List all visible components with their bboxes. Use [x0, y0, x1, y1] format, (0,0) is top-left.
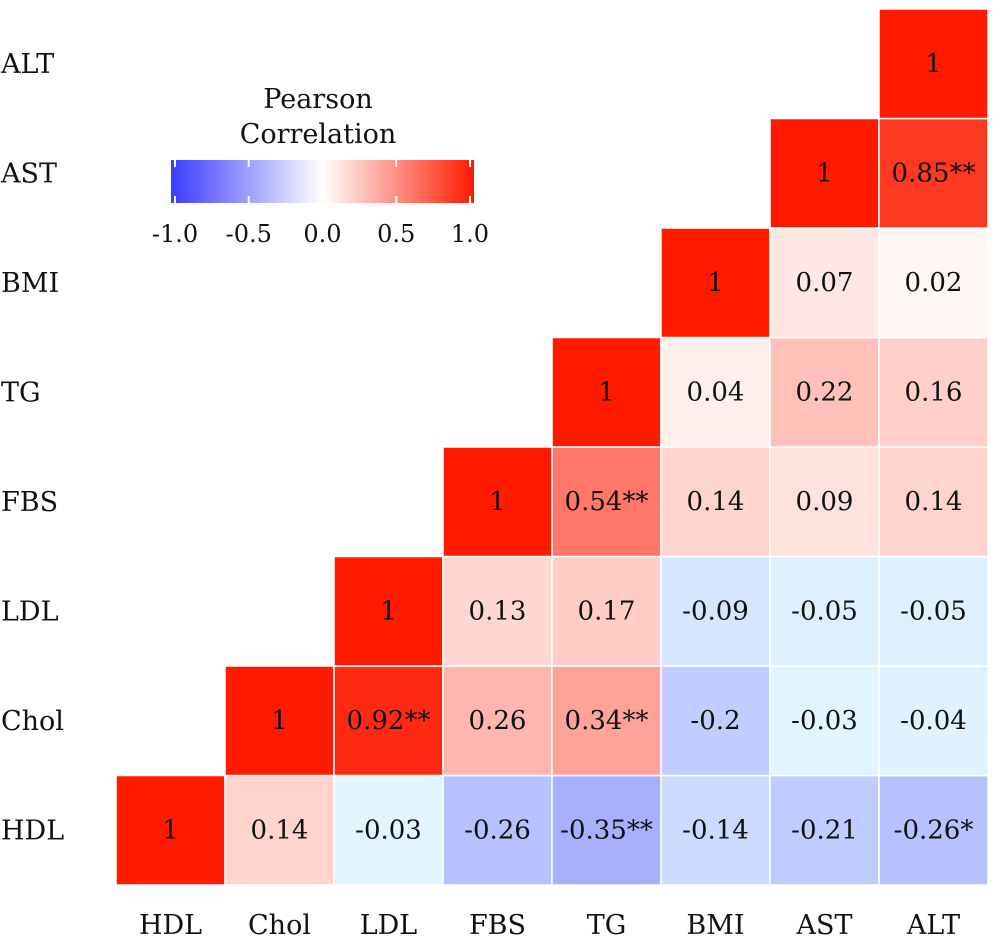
row-label-LDL: LDL — [1, 596, 59, 627]
cell-value-label-LDL-TG: 0.17 — [578, 596, 636, 626]
legend-title-line-1: Pearson — [263, 84, 372, 115]
row-label-BMI: BMI — [1, 268, 59, 299]
cell-value-label-HDL-AST: -0.21 — [791, 815, 858, 845]
heatmap-cell-BMI-AST — [769, 227, 880, 339]
cell-value-label-LDL-BMI: -0.09 — [682, 596, 749, 626]
column-label-ALT: ALT — [906, 910, 960, 941]
heatmap-cell-HDL-LDL — [333, 774, 444, 886]
cell-value-label-Chol-LDL: 0.92** — [347, 706, 431, 736]
legend-tick-label-1: -0.5 — [226, 220, 272, 248]
legend-tick-label-2: 0.0 — [303, 220, 341, 248]
cell-value-label-FBS-AST: 0.09 — [796, 487, 854, 517]
heatmap-cells: 1 0.14 -0.03 -0.26 -0.35** -0.14 -0.21 -0.26*1 0… — [115, 8, 989, 886]
cell-value-label-ALT-ALT: 1 — [925, 49, 942, 79]
heatmap-cell-Chol-BMI — [660, 665, 771, 777]
cell-value-label-TG-TG: 1 — [598, 377, 615, 407]
heatmap-cell-TG-TG — [551, 336, 662, 448]
column-label-HDL: HDL — [139, 910, 202, 941]
heatmap-cell-LDL-TG — [551, 555, 662, 667]
cell-value-label-Chol-FBS: 0.26 — [469, 706, 527, 736]
heatmap-cell-BMI-ALT — [878, 227, 989, 339]
cell-value-label-HDL-ALT: -0.26* — [894, 815, 974, 845]
cell-value-label-FBS-FBS: 1 — [489, 487, 506, 517]
cell-value-label-Chol-BMI: -0.2 — [690, 706, 740, 736]
row-label-Chol: Chol — [1, 706, 64, 737]
row-label-HDL: HDL — [1, 815, 64, 846]
column-label-TG: TG — [587, 910, 627, 941]
color-legend: Pearson Correlation -1.0 -0.5 0.0 0.5 1.0 — [152, 84, 489, 248]
cell-value-label-FBS-TG: 0.54** — [565, 487, 649, 517]
heatmap-cell-FBS-TG — [551, 446, 662, 558]
heatmap-cell-Chol-AST — [769, 665, 880, 777]
heatmap-cell-LDL-AST — [769, 555, 880, 667]
legend-tick-label-4: 1.0 — [451, 220, 489, 248]
legend-tick-label-3: 0.5 — [377, 220, 415, 248]
cell-value-label-BMI-BMI: 1 — [707, 268, 724, 298]
cell-value-label-FBS-ALT: 0.14 — [905, 487, 963, 517]
legend-tick-label-0: -1.0 — [152, 220, 198, 248]
heatmap-cell-FBS-FBS — [442, 446, 553, 558]
row-label-ALT: ALT — [0, 49, 54, 80]
cell-value-label-FBS-BMI: 0.14 — [687, 487, 745, 517]
column-label-BMI: BMI — [686, 910, 744, 941]
cell-value-label-HDL-HDL: 1 — [162, 815, 179, 845]
heatmap-cell-HDL-TG — [551, 774, 662, 886]
row-label-AST: AST — [0, 158, 57, 189]
heatmap-cell-TG-ALT — [878, 336, 989, 448]
heatmap-cell-Chol-TG — [551, 665, 662, 777]
heatmap-cell-HDL-Chol — [224, 774, 335, 886]
cell-value-label-Chol-Chol: 1 — [271, 706, 288, 736]
heatmap-cell-FBS-BMI — [660, 446, 771, 558]
heatmap-cell-HDL-ALT — [878, 774, 989, 886]
heatmap-cell-HDL-AST — [769, 774, 880, 886]
row-label-FBS: FBS — [1, 487, 58, 518]
cell-value-label-AST-AST: 1 — [816, 158, 833, 188]
cell-value-label-TG-BMI: 0.04 — [687, 377, 745, 407]
row-label-TG: TG — [1, 377, 41, 408]
cell-value-label-TG-AST: 0.22 — [796, 377, 854, 407]
heatmap-cell-LDL-FBS — [442, 555, 553, 667]
column-label-Chol: Chol — [248, 910, 311, 941]
heatmap-cell-AST-ALT — [878, 117, 989, 229]
cell-value-label-LDL-FBS: 0.13 — [469, 596, 527, 626]
cell-value-label-LDL-ALT: -0.05 — [900, 596, 967, 626]
cell-value-label-HDL-LDL: -0.03 — [355, 815, 422, 845]
column-labels: HDL Chol LDL FBS TG BMI AST ALT — [139, 910, 960, 941]
cell-value-label-BMI-ALT: 0.02 — [905, 268, 963, 298]
cell-value-label-HDL-Chol: 0.14 — [251, 815, 309, 845]
cell-value-label-HDL-BMI: -0.14 — [682, 815, 749, 845]
cell-value-label-LDL-LDL: 1 — [380, 596, 397, 626]
cell-value-label-LDL-AST: -0.05 — [791, 596, 858, 626]
column-label-LDL: LDL — [360, 910, 418, 941]
heatmap-cell-Chol-ALT — [878, 665, 989, 777]
heatmap-cell-LDL-ALT — [878, 555, 989, 667]
heatmap-cell-AST-AST — [769, 117, 880, 229]
cell-value-label-Chol-TG: 0.34** — [565, 706, 649, 736]
cell-value-label-Chol-ALT: -0.04 — [900, 706, 967, 736]
heatmap-cell-FBS-ALT — [878, 446, 989, 558]
column-label-AST: AST — [795, 910, 852, 941]
heatmap-cell-LDL-LDL — [333, 555, 444, 667]
heatmap-cell-Chol-Chol — [224, 665, 335, 777]
legend-color-bar — [171, 160, 474, 203]
heatmap-cell-TG-AST — [769, 336, 880, 448]
cell-value-label-AST-ALT: 0.85** — [892, 158, 976, 188]
heatmap-cell-ALT-ALT — [878, 8, 989, 120]
legend-ticks: -1.0 -0.5 0.0 0.5 1.0 — [152, 160, 489, 248]
heatmap-cell-Chol-LDL — [333, 665, 444, 777]
column-label-FBS: FBS — [469, 910, 526, 941]
cell-value-label-HDL-FBS: -0.26 — [464, 815, 531, 845]
cell-value-label-Chol-AST: -0.03 — [791, 706, 858, 736]
cell-value-label-TG-ALT: 0.16 — [905, 377, 963, 407]
heatmap-cell-HDL-HDL — [115, 774, 226, 886]
legend-title-line-2: Correlation — [240, 119, 397, 150]
cell-value-label-HDL-TG: -0.35** — [560, 815, 653, 845]
row-labels: ALT AST BMI TG FBS LDL Chol HDL — [0, 49, 64, 847]
cell-value-label-BMI-AST: 0.07 — [796, 268, 854, 298]
